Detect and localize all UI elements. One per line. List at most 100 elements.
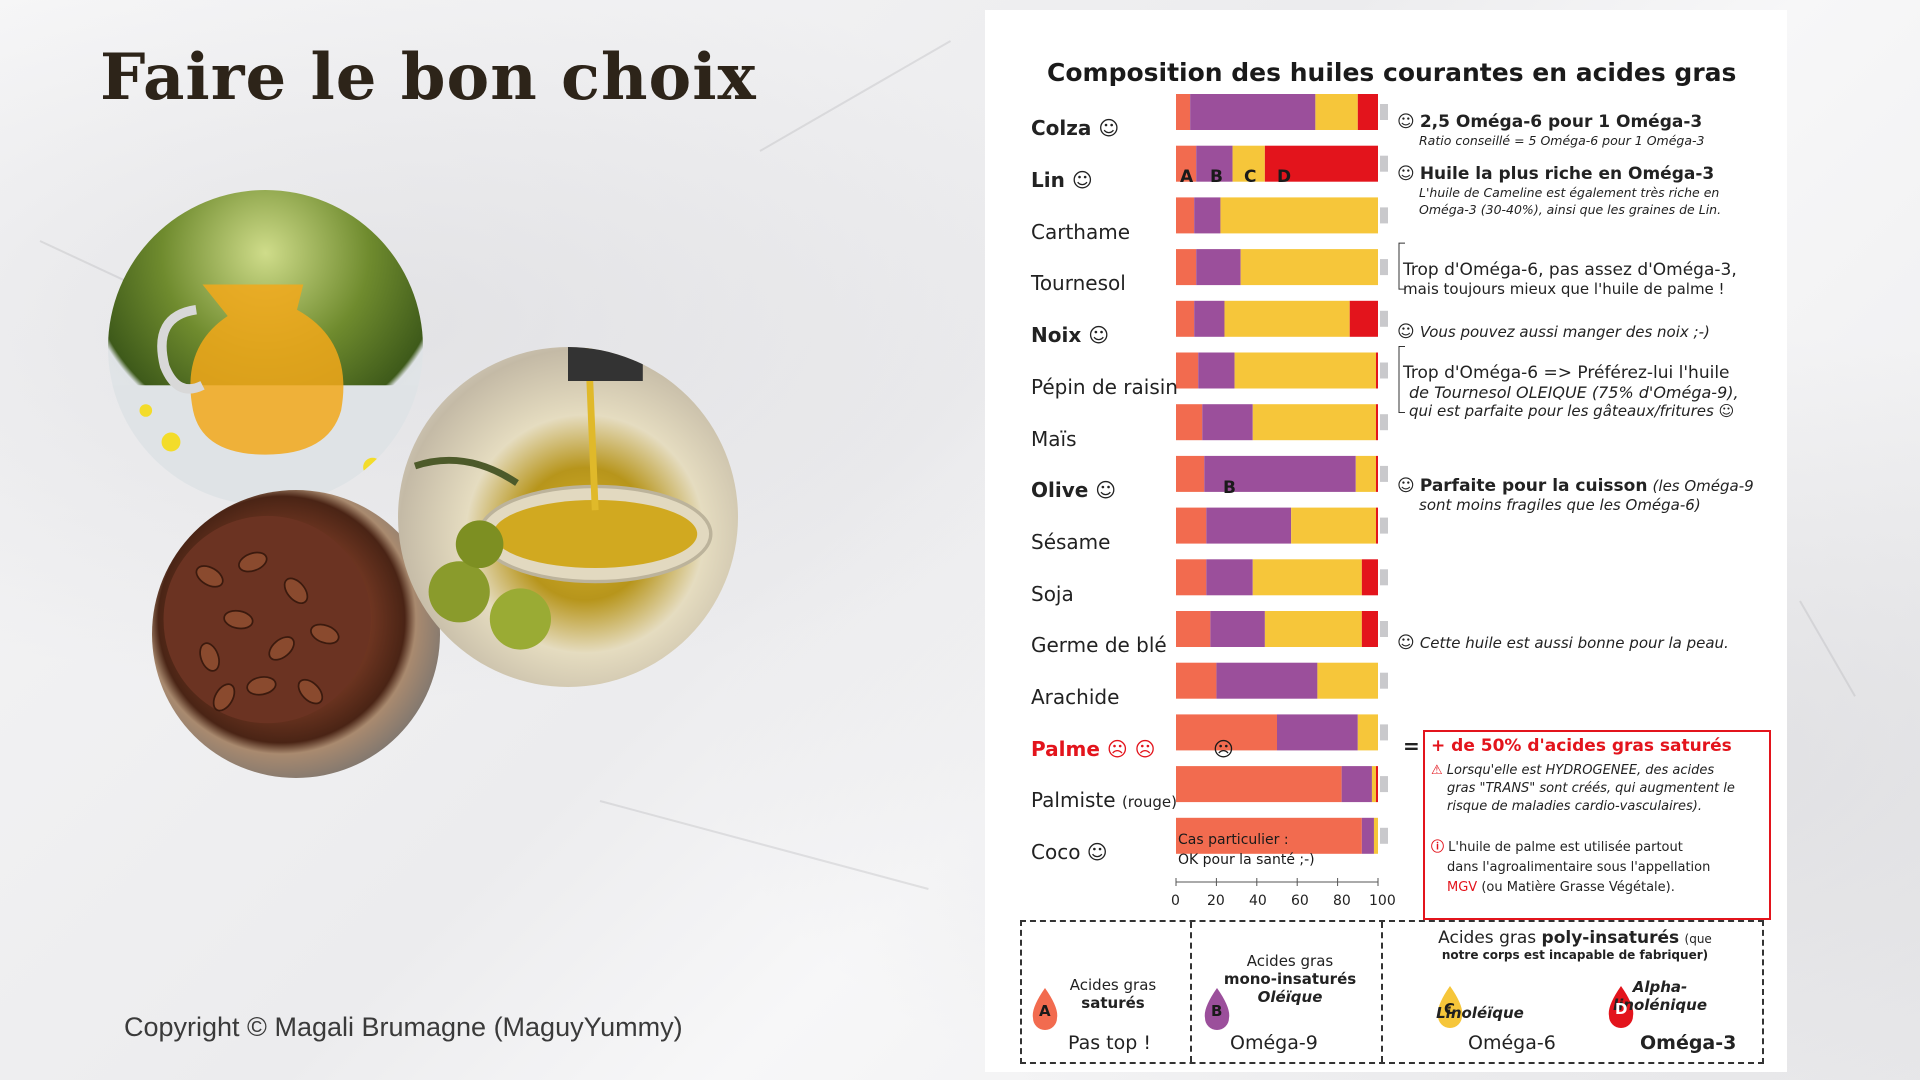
bar-alpha-6 (1375, 404, 1378, 441)
slide-title: Faire le bon choix (100, 40, 757, 115)
legend-letter-c: C (1444, 1000, 1456, 1018)
legend-linoleic: Linoléïque (1436, 1004, 1524, 1022)
legend-saturated-note: Pas top ! (1068, 1032, 1151, 1054)
bar-saturated-10 (1176, 611, 1211, 647)
note-bracket (1398, 242, 1405, 290)
bottle-cap (1380, 310, 1388, 327)
bar-mono-7 (1204, 455, 1356, 492)
coco-bar-text: Cas particulier : OK pour la santé ;-) (1178, 832, 1315, 868)
bar-mono-8 (1206, 507, 1292, 544)
legend-omega6: Oméga-6 (1468, 1032, 1556, 1054)
row-label-tournesol: Tournesol (1031, 271, 1126, 295)
legend-divider (1190, 922, 1192, 1062)
copyright-text: Copyright © Magali Brumagne (MaguyYummy) (124, 1012, 683, 1042)
row-label-olive: Olive ☺ (1031, 478, 1117, 502)
chart-title: Composition des huiles courantes en acid… (1047, 58, 1737, 87)
bottle-cap (1380, 672, 1388, 689)
palm-equals-sign: = (1403, 734, 1420, 758)
smiley-icon: ☺ (1397, 633, 1415, 653)
bottle-cap (1380, 207, 1388, 224)
bar-saturated-12 (1176, 714, 1277, 751)
lin-letter-d: D (1277, 167, 1292, 187)
bar-linoleic-1 (1232, 145, 1265, 182)
bar-saturated-5 (1176, 352, 1199, 389)
lin-letter-a: A (1180, 167, 1194, 187)
bottle-cap (1380, 776, 1388, 793)
lin-letter-b: B (1210, 167, 1223, 187)
oil-jug-illustration (108, 284, 423, 505)
bar-mono-6 (1202, 404, 1253, 441)
legend-box (1020, 920, 1764, 1064)
bar-alpha-13 (1375, 766, 1378, 803)
row-label-noix: Noix ☺ (1031, 323, 1110, 347)
row-label-soja: Soja (1031, 582, 1074, 606)
bottle-cap (1380, 362, 1388, 379)
legend-drop-saturated (1032, 988, 1058, 1030)
oil-composition-chart (1032, 94, 1634, 1030)
bar-linoleic-9 (1252, 559, 1362, 596)
row-label-lin: Lin ☺ (1031, 168, 1093, 192)
bottle-cap (1380, 724, 1388, 741)
bar-alpha-0 (1357, 94, 1378, 130)
bar-linoleic-5 (1234, 352, 1376, 389)
info-icon: ⓘ (1431, 840, 1445, 855)
x-tick: 20 (1207, 893, 1225, 909)
olive-oil-bowl-illustration (413, 347, 713, 650)
legend-alpha: Alpha- linolénique (1613, 978, 1707, 1014)
bar-mono-5 (1198, 352, 1235, 389)
bar-saturated-8 (1176, 507, 1207, 544)
bar-saturated-3 (1176, 249, 1197, 286)
legend-poly-header: Acides gras poly-insaturés (que notre co… (1438, 928, 1712, 962)
x-tick: 100 (1369, 893, 1396, 909)
note-tournesol: Trop d'Oméga-6, pas assez d'Oméga-3, mai… (1403, 260, 1737, 298)
bar-linoleic-13 (1371, 766, 1376, 803)
bar-mono-4 (1194, 300, 1225, 337)
bar-saturated-6 (1176, 404, 1203, 441)
note-olive: ☺ Parfaite pour la cuisson (les Oméga-9 … (1397, 476, 1754, 514)
warning-triangle-icon: ⚠ (1431, 763, 1443, 778)
row-label-arachide: Arachide (1031, 685, 1120, 709)
olive-letter-b: B (1223, 478, 1236, 498)
bar-saturated-1 (1176, 145, 1197, 182)
olive-oil-bowl-photo (398, 347, 738, 687)
oil-jug-photo (108, 190, 423, 505)
x-tick: 80 (1333, 893, 1351, 909)
x-tick: 60 (1291, 893, 1309, 909)
palm-sad-icon: ☹ (1213, 737, 1234, 761)
fatty-acids-infographic: Composition des huiles courantes en acid… (985, 10, 1787, 1072)
marble-vein (599, 800, 929, 890)
bar-saturated-7 (1176, 455, 1205, 492)
bar-linoleic-11 (1317, 662, 1378, 699)
note-noix: ☺ Vous pouvez aussi manger des noix ;-) (1397, 322, 1710, 342)
bar-saturated-9 (1176, 559, 1207, 596)
bar-mono-13 (1341, 766, 1372, 803)
legend-drop-linoleic (1437, 986, 1463, 1028)
bar-alpha-10 (1361, 611, 1378, 647)
bottle-cap (1380, 465, 1388, 482)
row-label-palme: Palme ☹ ☹ (1031, 737, 1156, 761)
linseed-photo (152, 490, 440, 778)
smiley-icon: ☺ (1397, 476, 1415, 496)
bar-alpha-8 (1375, 507, 1378, 544)
bar-mono-3 (1196, 249, 1241, 286)
note-bracket (1398, 346, 1405, 413)
bottle-cap (1380, 104, 1388, 120)
bottle-cap (1380, 569, 1388, 586)
bar-linoleic-2 (1220, 197, 1378, 234)
row-label-mais: Maïs (1031, 427, 1077, 451)
legend-drop-alpha (1608, 986, 1634, 1028)
palm-warning-trans: ⚠ Lorsqu'elle est HYDROGENEE, des acides… (1431, 763, 1735, 814)
legend-mono: Acides gras mono-insaturés Oléïque (1223, 952, 1357, 1006)
row-label-sesame: Sésame (1031, 530, 1111, 554)
note-pepin-de-raisin: Trop d'Oméga-6 => Préférez-lui l'huile d… (1403, 363, 1739, 420)
bar-alpha-5 (1375, 352, 1378, 389)
bar-alpha-4 (1349, 300, 1378, 337)
bar-saturated-4 (1176, 300, 1195, 337)
lin-letter-c: C (1244, 167, 1257, 187)
bar-alpha-1 (1264, 145, 1378, 182)
legend-omega9: Oméga-9 (1230, 1032, 1318, 1054)
row-label-pepin-de-raisin: Pépin de raisin (1031, 375, 1178, 399)
smiley-icon: ☺ (1397, 112, 1415, 132)
legend-drop-mono (1204, 988, 1230, 1030)
palm-warning-mgv: ⓘ L'huile de palme est utilisée partout … (1431, 840, 1711, 895)
